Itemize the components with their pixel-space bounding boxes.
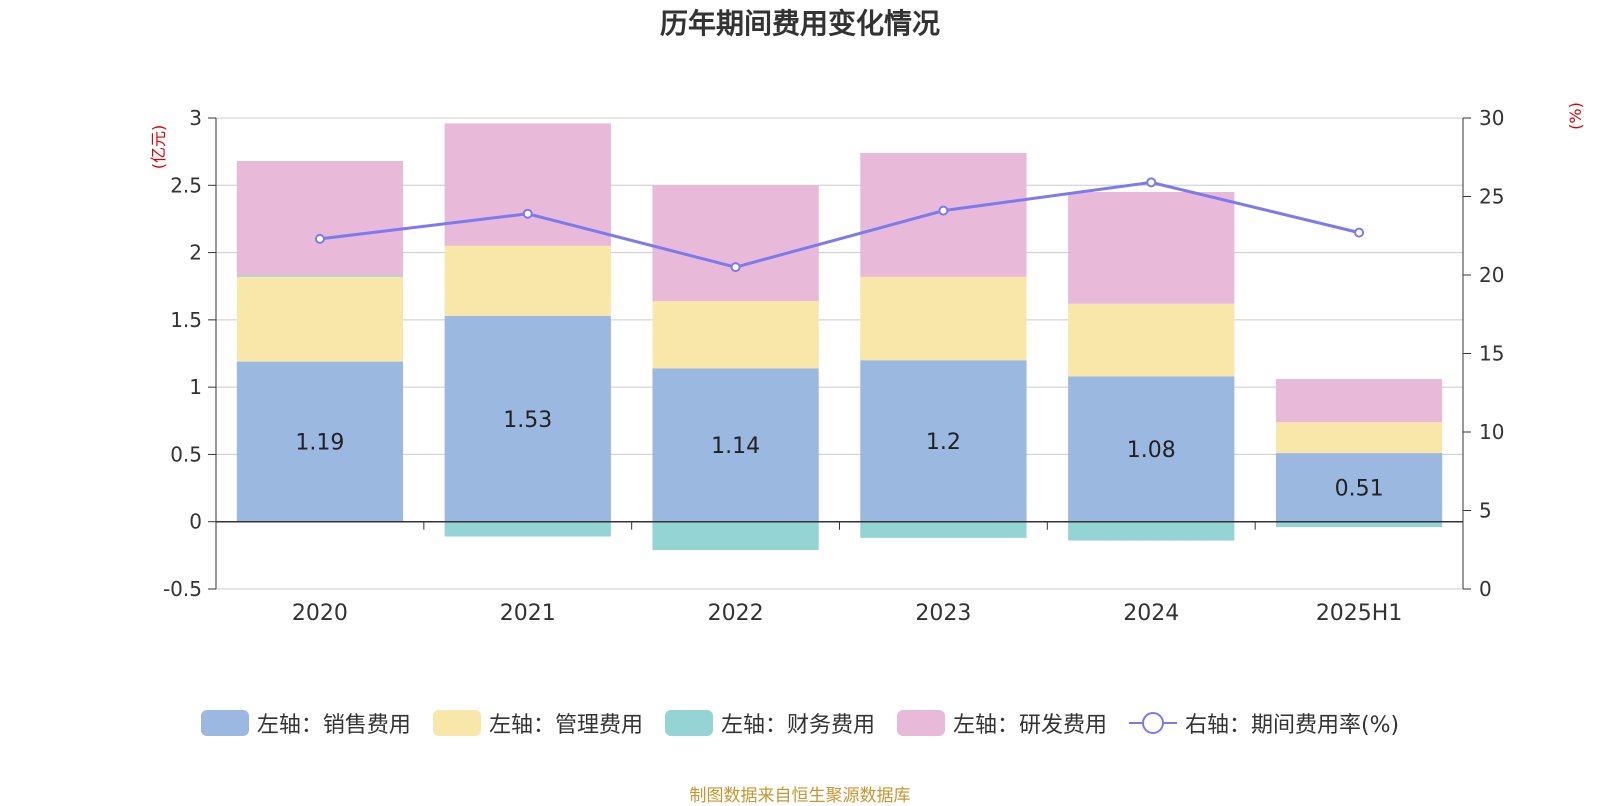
legend-label: 左轴：研发费用: [952, 713, 1107, 738]
bar-2023-series1: [860, 276, 1027, 361]
legend-label: 左轴：销售费用: [256, 713, 411, 738]
bar-2020-series2: [236, 275, 404, 277]
bar-2022-series1: [652, 301, 819, 369]
legend-swatch: [432, 710, 481, 736]
x-axis-label: 2022: [708, 601, 764, 626]
bar-2020-series3: [236, 161, 404, 276]
legend-label: 右轴：期间费用率(%): [1184, 713, 1400, 738]
bar-2024-series2: [1068, 521, 1235, 541]
left-axis-tick-label: 1.5: [170, 308, 202, 332]
right-axis-tick-label: 25: [1479, 185, 1504, 209]
right-axis-tick-label: 10: [1479, 420, 1504, 444]
legend-swatch: [896, 710, 945, 736]
chart-title: 历年期间费用变化情况: [660, 7, 940, 40]
bar-2021-series1: [444, 245, 611, 316]
line-point: [938, 205, 949, 216]
bar-2024-series1: [1068, 303, 1235, 377]
bar-2021-series0: [444, 315, 611, 522]
bar-series: [236, 123, 1443, 550]
legend-swatch: [200, 710, 249, 736]
legend-line-marker-icon: [1128, 710, 1177, 736]
data-labels: 1.19 1.53 1.14 1.2 1.08 0.51: [295, 408, 1383, 502]
bar-2023-series0: [860, 360, 1027, 522]
bar-2025H1-series1: [1275, 422, 1443, 454]
bar-2024-series3: [1068, 192, 1235, 304]
line-point: [1354, 227, 1365, 238]
data-label: 1.19: [295, 431, 344, 456]
right-axis-tick-label: 0: [1479, 577, 1492, 601]
left-axis-unit: (亿元): [149, 125, 168, 170]
bar-2020-series1: [236, 276, 404, 362]
left-axis-tick-label: -0.5: [163, 577, 202, 601]
grid-lines: [216, 117, 1463, 590]
legend: 左轴：销售费用 左轴：管理费用 左轴：财务费用 左轴：研发费用 右轴：期间费用率(%): [0, 707, 1600, 739]
line-point: [522, 208, 533, 219]
legend-item[interactable]: 左轴：财务费用: [664, 707, 875, 739]
right-axis-tick-label: 20: [1479, 263, 1504, 287]
x-axis-label: 2024: [1123, 601, 1179, 626]
right-axis-unit: (%): [1566, 102, 1585, 130]
right-axis-tick-label: 5: [1479, 499, 1492, 523]
bar-2020-series0: [236, 361, 404, 522]
x-axis-label: 2023: [915, 601, 971, 626]
right-axis-tick-label: 30: [1479, 106, 1504, 130]
left-axis-tick-label: 2: [189, 241, 202, 265]
bar-2021-series3: [444, 123, 611, 246]
line-series: [314, 177, 1365, 273]
bar-2022-series2: [652, 521, 819, 550]
left-axis-tick-label: 0: [189, 510, 202, 534]
line-point: [1146, 177, 1157, 188]
line-path: [319, 180, 1360, 269]
legend-label: 左轴：财务费用: [720, 713, 875, 738]
bar-2022-series0: [652, 368, 819, 522]
source-note: 制图数据来自恒生聚源数据库: [689, 786, 911, 806]
data-label: 1.14: [711, 434, 760, 459]
left-axis-tick-label: 3: [189, 106, 202, 130]
x-axis-label: 2025H1: [1316, 601, 1403, 626]
bar-2025H1-series0: [1275, 453, 1443, 522]
x-axis-label: 2020: [292, 601, 348, 626]
line-point: [730, 262, 741, 273]
bar-2025H1-series2: [1275, 521, 1443, 528]
bar-2022-series3: [652, 185, 819, 302]
left-axis-tick-label: 1: [189, 375, 202, 399]
bar-2025H1-series3: [1275, 379, 1443, 423]
left-axis-tick-label: 0.5: [170, 442, 202, 466]
data-label: 1.08: [1127, 438, 1176, 463]
line-point: [314, 233, 325, 244]
legend-item[interactable]: 左轴：研发费用: [896, 707, 1107, 739]
bar-2024-series0: [1068, 376, 1235, 522]
data-label: 1.2: [926, 430, 961, 455]
right-axis-tick-label: 15: [1479, 342, 1504, 366]
data-label: 1.53: [503, 408, 552, 433]
legend-swatch: [664, 710, 713, 736]
bar-2023-series2: [860, 521, 1027, 538]
legend-item[interactable]: 左轴：销售费用: [200, 707, 411, 739]
legend-item[interactable]: 右轴：期间费用率(%): [1128, 707, 1400, 739]
left-axis-tick-label: 2.5: [170, 173, 202, 197]
legend-label: 左轴：管理费用: [488, 713, 643, 738]
bar-2021-series2: [444, 521, 611, 537]
x-axis-label: 2021: [500, 601, 556, 626]
data-label: 0.51: [1335, 476, 1384, 501]
legend-item[interactable]: 左轴：管理费用: [432, 707, 643, 739]
